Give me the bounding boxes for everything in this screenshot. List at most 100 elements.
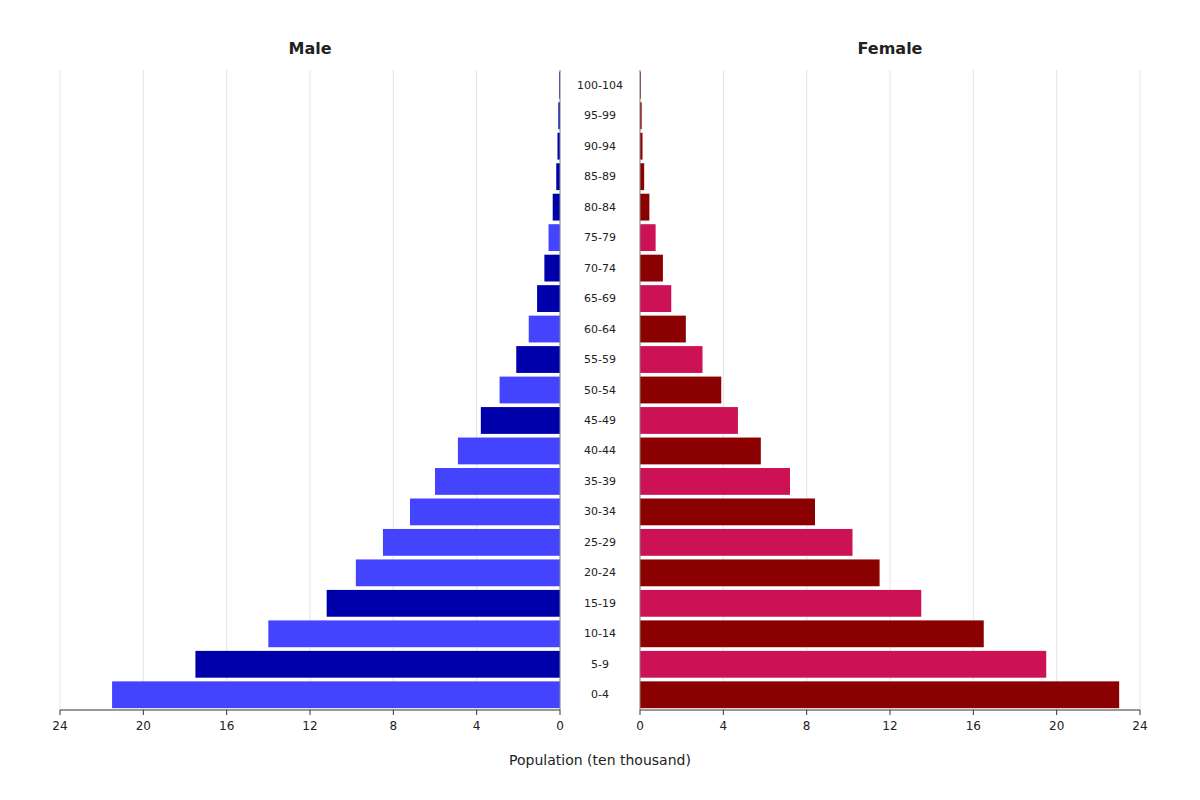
bar (640, 377, 721, 404)
bar (640, 651, 1046, 678)
x-tick-label: 4 (473, 719, 481, 733)
bar (544, 255, 560, 282)
category-label: 85-89 (584, 170, 616, 183)
category-label: 40-44 (584, 444, 616, 457)
bar (640, 468, 790, 495)
bar (435, 468, 560, 495)
bar (516, 346, 560, 373)
chart-container: 0 4 8 12 16 20 24 Male0 4 8 12 16 20 24 Female 0-4 5-9 10… (0, 0, 1200, 800)
grid-line (60, 70, 61, 710)
x-tick (1140, 710, 1141, 715)
category-label: 60-64 (584, 323, 616, 336)
x-tick-label: 20 (136, 719, 151, 733)
category-label: 70-74 (584, 262, 616, 275)
x-tick (973, 710, 974, 715)
category-label: 80-84 (584, 201, 616, 214)
bar (640, 529, 853, 556)
x-tick (60, 710, 61, 715)
category-label: 35-39 (584, 475, 616, 488)
x-tick (143, 710, 144, 715)
category-labels: 0-45-910-1415-1920-2425-2930-3435-3940-4… (577, 79, 623, 702)
x-tick (723, 710, 724, 715)
x-tick (310, 710, 311, 715)
category-label: 100-104 (577, 79, 623, 92)
grid-line (226, 70, 227, 710)
bar (640, 194, 649, 221)
page: {"chart_data": {"type": "pyramid", "orie… (0, 0, 1200, 800)
bar (640, 285, 671, 312)
bar (383, 529, 560, 556)
x-tick (640, 710, 641, 715)
baseline (640, 70, 641, 710)
x-tick-label: 24 (52, 719, 67, 733)
bar (481, 407, 560, 434)
x-tick-label: 16 (966, 719, 981, 733)
bar (327, 590, 560, 617)
x-tick-label: 0 (556, 719, 564, 733)
bar (529, 316, 560, 343)
bars (640, 72, 1119, 708)
bar (458, 438, 560, 465)
bar (112, 681, 560, 708)
x-tick (226, 710, 227, 715)
grid-line (310, 70, 311, 710)
grid-line (1056, 70, 1057, 710)
bar (640, 590, 921, 617)
bar (410, 498, 560, 525)
bar (268, 620, 560, 647)
x-axis-label: Population (ten thousand) (509, 752, 691, 768)
bar (640, 620, 984, 647)
bar (640, 407, 738, 434)
panel-title: Female (858, 39, 923, 58)
category-label: 0-4 (591, 688, 609, 701)
panel: 04812162024Female (636, 39, 1147, 733)
panel: 0 4 8 12 16 20 24 Male (52, 39, 563, 733)
bar (640, 438, 761, 465)
category-label: 10-14 (584, 627, 616, 640)
x-tick-label: 4 (720, 719, 728, 733)
x-tick-label: 16 (219, 719, 234, 733)
bar (640, 255, 663, 282)
chart-svg: 0 4 8 12 16 20 24 Male0 4 8 12 16 20 24 Female 0-4 5-9 10… (0, 0, 1200, 800)
grid-line (560, 70, 561, 710)
x-tick-label: 8 (390, 719, 398, 733)
category-label: 20-24 (584, 566, 616, 579)
bar (356, 559, 560, 586)
x-tick (476, 710, 477, 715)
bar (640, 498, 815, 525)
x-tick-label: 12 (302, 719, 317, 733)
grid-line (640, 70, 641, 710)
category-label: 90-94 (584, 140, 616, 153)
x-tick (806, 710, 807, 715)
bar (640, 163, 644, 190)
bar (500, 377, 560, 404)
bar (195, 651, 560, 678)
x-tick (890, 710, 891, 715)
bars (112, 72, 560, 708)
bar (549, 224, 560, 251)
category-label: 65-69 (584, 292, 616, 305)
bar (640, 559, 880, 586)
bar (537, 285, 560, 312)
category-label: 45-49 (584, 414, 616, 427)
bar (556, 163, 560, 190)
x-tick (1056, 710, 1057, 715)
x-tick (393, 710, 394, 715)
bar (640, 224, 656, 251)
category-label: 5-9 (591, 658, 609, 671)
x-tick-label: 24 (1132, 719, 1147, 733)
bar (553, 194, 560, 221)
panel-title: Male (288, 39, 331, 58)
bar (640, 346, 703, 373)
x-tick (560, 710, 561, 715)
category-label: 50-54 (584, 384, 616, 397)
baseline (560, 70, 561, 710)
category-label: 95-99 (584, 109, 616, 122)
category-label: 25-29 (584, 536, 616, 549)
bar (640, 681, 1119, 708)
grid-line (1140, 70, 1141, 710)
x-tick-label: 20 (1049, 719, 1064, 733)
x-tick-label: 8 (803, 719, 811, 733)
category-label: 55-59 (584, 353, 616, 366)
grid-line (973, 70, 974, 710)
